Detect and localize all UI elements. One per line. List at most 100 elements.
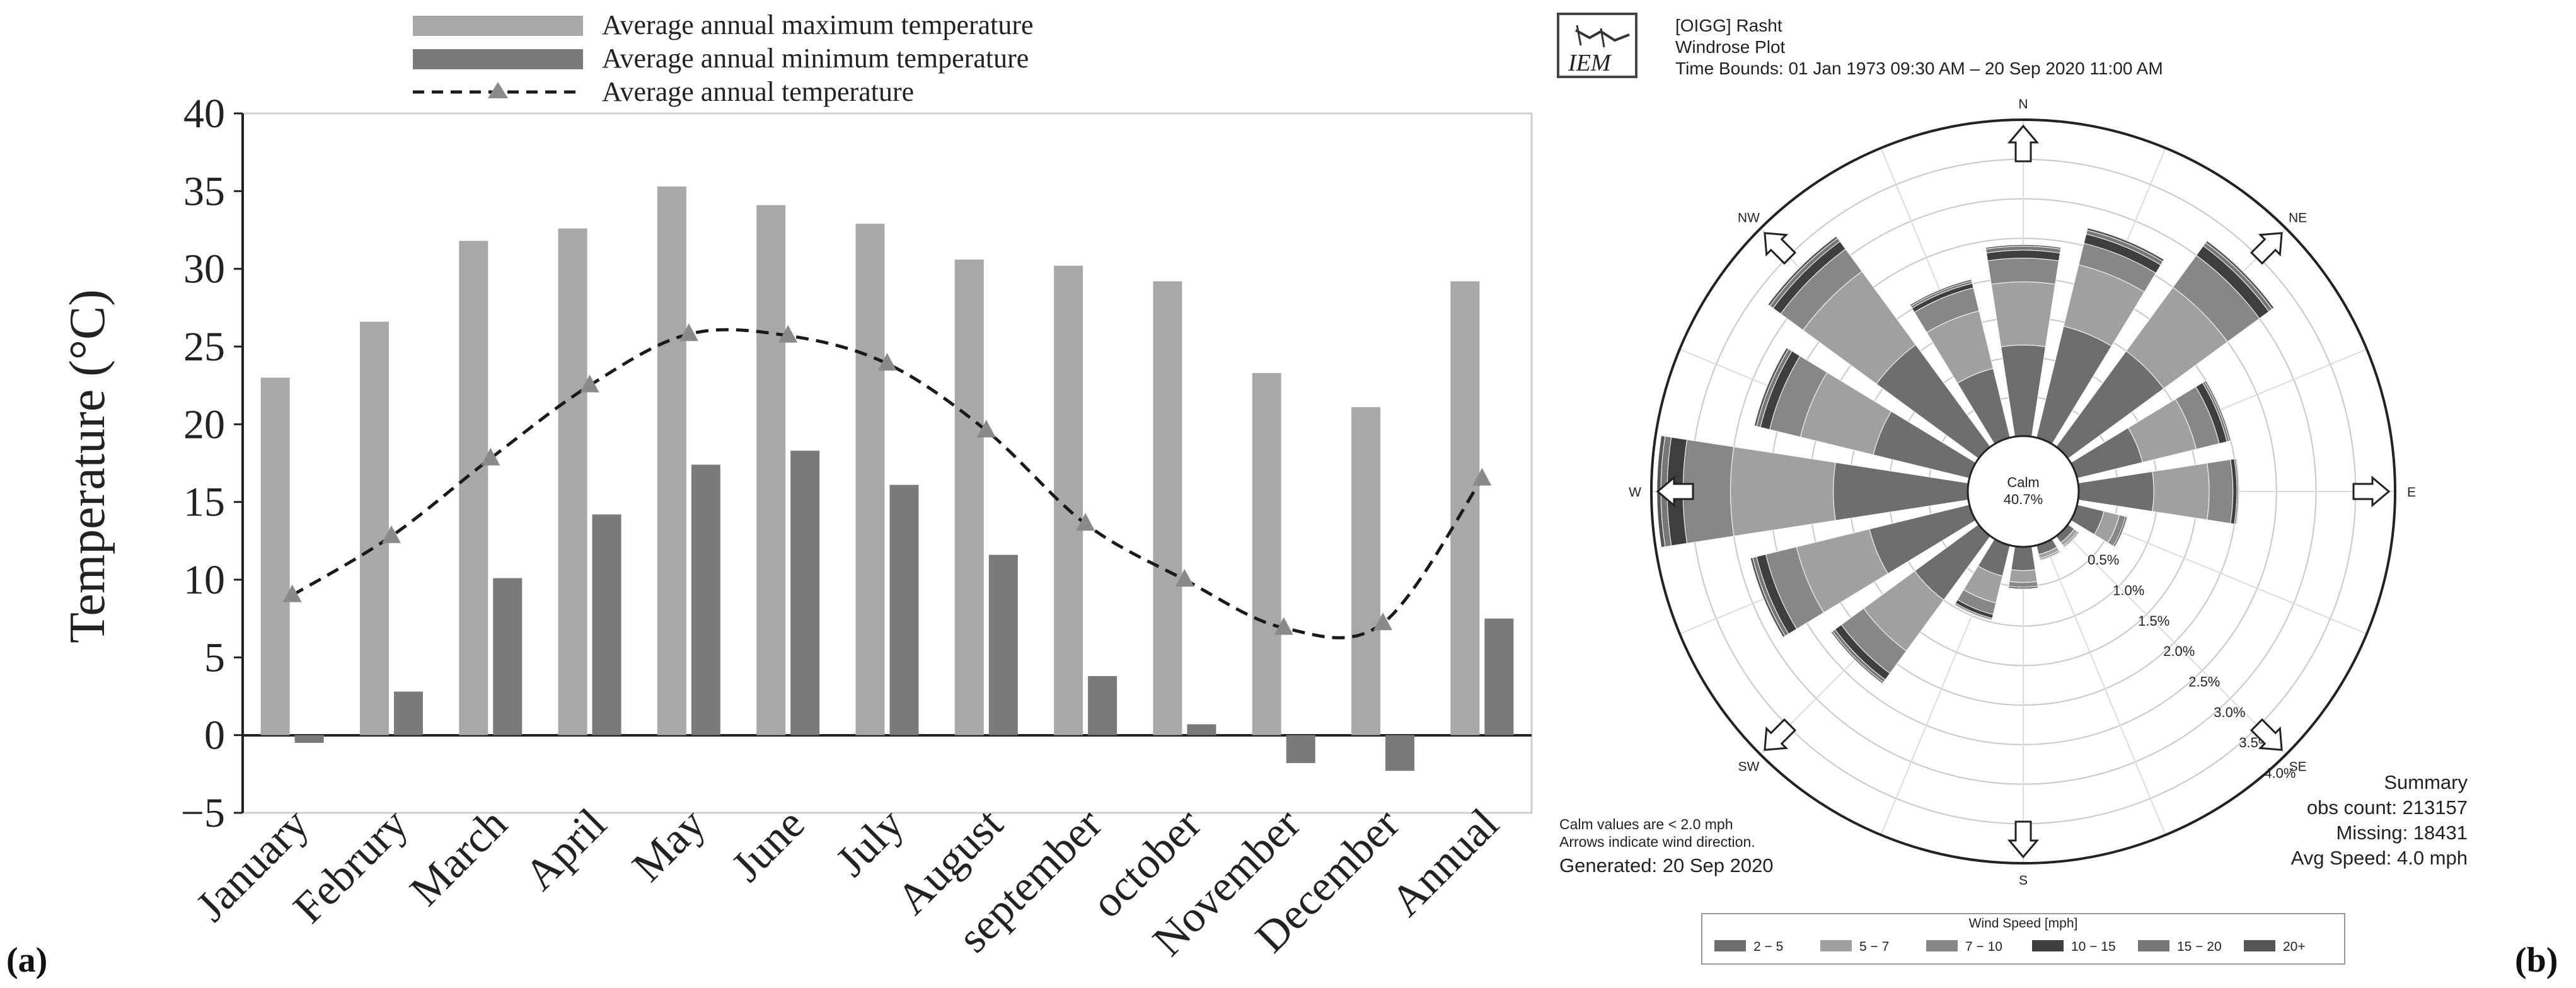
min-temp-bar <box>790 451 820 735</box>
compass-label: S <box>2019 873 2028 888</box>
rose-wedge <box>2009 569 2038 583</box>
rose-wedge <box>1750 557 1786 638</box>
max-temp-bar <box>1054 265 1083 735</box>
wind-speed-bin-label: 7 − 10 <box>1965 939 2002 954</box>
rose-wedge <box>2152 462 2210 520</box>
legend-marker-avg <box>488 82 508 98</box>
generated-date: Generated: 20 Sep 2020 <box>1559 854 1774 876</box>
compass-label: NW <box>1738 210 1760 225</box>
y-axis-label: Temperature (°C) <box>60 289 115 643</box>
ring-label: 1.5% <box>2138 613 2169 629</box>
wind-direction-arrow-icon <box>2250 718 2283 751</box>
wind-speed-bin-label: 15 − 20 <box>2177 939 2222 954</box>
avg-temp-marker <box>1076 513 1095 531</box>
rose-wedge <box>1656 435 1666 548</box>
temperature-legend: Average annual maximum temperature Avera… <box>413 9 1034 107</box>
avg-temperature-line <box>291 328 1484 640</box>
wind-speed-swatch <box>2138 940 2169 951</box>
wind-speed-bin-label: 10 − 15 <box>2071 939 2116 954</box>
rose-spoke <box>2043 542 2166 836</box>
y-tick-label: 35 <box>183 168 225 214</box>
max-temp-bar <box>657 186 686 735</box>
wind-direction-arrow-icon <box>2007 820 2040 859</box>
min-temp-bar <box>1484 618 1514 735</box>
wind-speed-bin-label: 2 − 5 <box>1753 939 1783 954</box>
rose-wedge <box>2011 546 2036 572</box>
ring-label: 4.0% <box>2264 765 2296 781</box>
wind-direction-arrow-icon <box>1764 718 1797 751</box>
legend-swatch-max <box>413 16 583 36</box>
max-temp-bar <box>756 205 786 735</box>
rose-wedge <box>1730 446 1836 537</box>
calm-value: 40.7% <box>2004 491 2043 507</box>
wind-speed-swatch <box>2032 940 2064 951</box>
panel-label-b: (b) <box>2515 941 2558 980</box>
rose-spoke <box>2062 530 2287 755</box>
calm-note: Calm values are < 2.0 mph <box>1559 816 1733 832</box>
compass-label: E <box>2407 485 2416 500</box>
wind-speed-swatch <box>1926 940 1958 951</box>
wind-speed-swatch <box>2244 940 2275 951</box>
iem-logo: IEM <box>1557 13 1637 78</box>
y-tick-label: 40 <box>183 91 225 137</box>
min-temp-bar <box>393 691 423 735</box>
max-temp-bar <box>1252 372 1281 735</box>
rose-outer-circle <box>1650 118 2396 864</box>
avg-temp-marker <box>381 525 401 543</box>
rose-wedge <box>2008 581 2038 588</box>
y-tick-label: 5 <box>204 635 225 681</box>
min-temp-bar <box>493 578 523 735</box>
compass-label: N <box>2018 97 2028 112</box>
rose-wedge <box>1990 281 2056 347</box>
ring-label: 2.5% <box>2188 674 2220 689</box>
wind-speed-legend: Wind Speed [mph] 2 − 5 5 − 7 7 − 10 10 − 15… <box>1701 913 2345 965</box>
avg-temp-marker <box>877 353 897 371</box>
avg-temp-marker <box>580 374 599 393</box>
rose-wedge <box>2203 380 2231 442</box>
iem-logo-text: IEM <box>1568 50 1612 76</box>
windrose-title-station: [OIGG] Rasht <box>1675 16 1782 35</box>
compass-label: W <box>1629 485 1641 500</box>
wind-speed-legend-title: Wind Speed [mph] <box>1969 916 2078 931</box>
avg-temp-marker <box>1373 612 1393 631</box>
compass-label: NE <box>2289 210 2307 225</box>
rose-wedge <box>1830 631 1884 684</box>
rose-wedge <box>2205 240 2275 310</box>
avg-temp-marker <box>778 325 798 343</box>
windrose-title-type: Windrose Plot <box>1675 37 1786 57</box>
rose-wedge <box>1909 279 1972 307</box>
calm-label: Calm <box>2007 474 2039 490</box>
max-temp-bar <box>1351 407 1381 735</box>
rose-wedge <box>2039 551 2061 561</box>
max-temp-bar <box>359 321 389 735</box>
calm-circle <box>1967 435 2080 548</box>
wind-speed-bin-label: 20+ <box>2283 939 2306 954</box>
wind-speed-legend-items: 2 − 5 5 − 7 7 − 10 10 − 15 15 − 20 20+ <box>1714 939 2306 954</box>
avg-temp-marker <box>481 447 500 466</box>
legend-swatch-min <box>413 49 583 69</box>
rose-wedge <box>1987 258 2060 285</box>
avg-temp-marker <box>1274 617 1293 635</box>
ring-label: 3.0% <box>2214 704 2245 720</box>
y-tick-label: 25 <box>183 324 225 370</box>
legend-label-min: Average annual minimum temperature <box>602 43 1029 74</box>
max-temp-bar <box>954 259 984 735</box>
y-tick-label: 15 <box>183 480 225 526</box>
panel-label-a: (a) <box>6 941 47 980</box>
summary-avg-speed: Avg Speed: 4.0 mph <box>2291 847 2468 869</box>
rose-wedge <box>2086 227 2165 262</box>
legend-label-avg: Average annual temperature <box>602 76 914 107</box>
wind-speed-swatch <box>1820 940 1852 951</box>
max-temp-bar <box>1153 281 1182 735</box>
rose-wedge <box>1753 347 1789 427</box>
rose-wedge <box>2063 531 2080 548</box>
wind-direction-arrow-icon <box>2250 232 2283 265</box>
avg-temp-marker <box>976 420 996 438</box>
rose-wedges <box>1656 227 2275 684</box>
min-temp-bar <box>988 554 1018 735</box>
avg-temp-marker <box>1175 569 1194 587</box>
rose-spoke <box>2074 512 2367 635</box>
rose-wedge <box>1767 236 1839 307</box>
windrose-chart: IEM [OIGG] Rasht Windrose Plot Time Boun… <box>1557 13 2558 980</box>
min-temperature-bars <box>294 451 1514 771</box>
